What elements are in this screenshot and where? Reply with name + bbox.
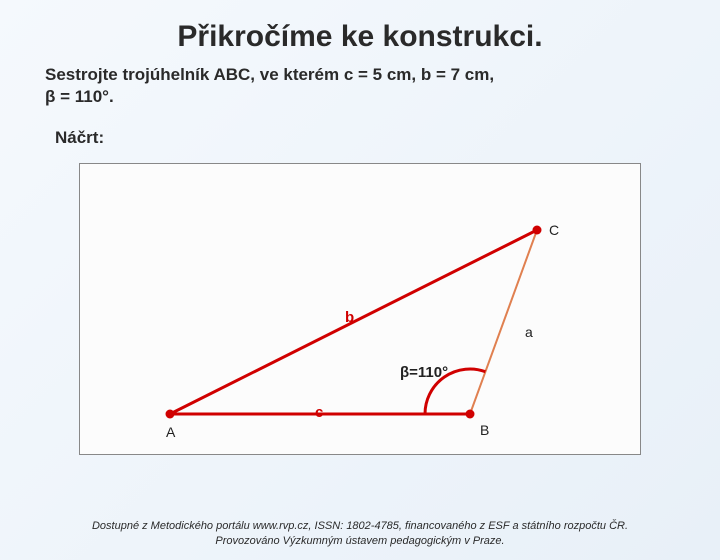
footer-line1: Dostupné z Metodického portálu www.rvp.c… (92, 520, 628, 532)
side-c-label: c (315, 404, 323, 421)
vertex-a-dot (166, 410, 175, 419)
sketch-heading: Náčrt: (55, 128, 720, 148)
side-b-label: b (345, 309, 354, 326)
footer-citation: Dostupné z Metodického portálu www.rvp.c… (0, 519, 720, 548)
triangle-figure: A B C c b a β=110° (79, 163, 641, 455)
page-title: Přikročíme ke konstrukci. (0, 20, 720, 54)
angle-beta-label: β=110° (400, 364, 448, 381)
problem-line1: Sestrojte trojúhelník ABC, ve kterém c =… (45, 65, 494, 84)
vertex-a-label: A (166, 424, 175, 440)
problem-statement: Sestrojte trojúhelník ABC, ve kterém c =… (45, 64, 675, 108)
vertex-c-label: C (549, 222, 559, 238)
vertex-b-label: B (480, 422, 489, 438)
footer-line2: Provozováno Výzkumným ústavem pedagogick… (215, 535, 504, 547)
triangle-svg (80, 164, 640, 454)
vertex-c-dot (533, 226, 542, 235)
problem-line2: β = 110°. (45, 87, 114, 106)
vertex-b-dot (466, 410, 475, 419)
side-a-label: a (525, 324, 533, 340)
